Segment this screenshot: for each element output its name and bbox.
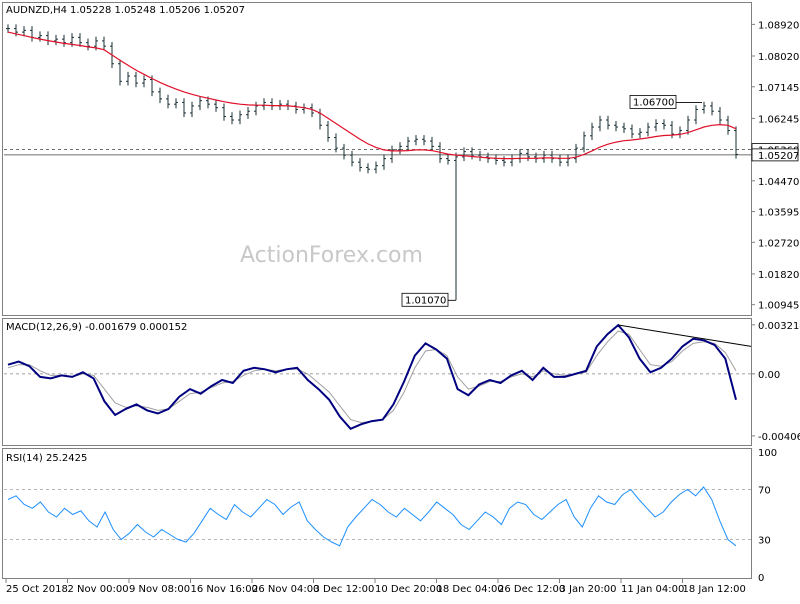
time-axis-label: 25 Oct 2018 (6, 584, 68, 595)
macd-axis-label: -0.004069 (758, 432, 800, 443)
high-annotation-label: 1.06700 (633, 97, 674, 108)
macd-trendline (618, 324, 752, 347)
rsi-layer (4, 486, 751, 547)
symbol-label: AUDNZD,H4 (6, 5, 67, 16)
moving-average-line (7, 31, 737, 160)
macd-panel-frame (2, 318, 752, 446)
rsi-axis-label: 30 (758, 536, 771, 547)
time-axis-label: 9 Nov 08:00 (129, 584, 190, 595)
rsi-axis-label: 70 (758, 486, 771, 497)
time-axis-label: 26 Nov 04:00 (252, 584, 319, 595)
macd-line (7, 323, 737, 431)
watermark: ActionForex.com (240, 243, 423, 268)
price-axis-label: 1.07145 (758, 83, 799, 94)
price-axis-label: 1.01820 (758, 270, 799, 281)
time-axis-label: 18 Dec 04:00 (437, 584, 504, 595)
time-axis-label: 10 Dec 20:00 (375, 584, 442, 595)
low-annotation-label: 1.01070 (405, 295, 446, 306)
axis-layer: 1.089201.080201.071451.062451.053601.052… (5, 20, 800, 595)
price-axis-label: 1.04470 (758, 177, 799, 188)
price-level-tag (751, 148, 799, 162)
price-axis-label: 1.02720 (758, 238, 799, 249)
time-axis-label: 2 Nov 00:00 (68, 584, 129, 595)
macd-layer (4, 323, 752, 431)
price-axis-label: 1.03595 (758, 208, 799, 219)
price-panel-frame (2, 2, 752, 316)
macd-axis-label: 0.003214 (758, 321, 800, 332)
time-axis-label: 18 Jan 12:00 (683, 584, 746, 595)
macd-signal-line (7, 330, 737, 424)
rsi-axis-label: 0 (758, 573, 764, 584)
price-axis-label: 1.06245 (758, 114, 799, 125)
macd-axis-label: 0.00 (758, 370, 780, 381)
time-axis-label: 3 Dec 12:00 (314, 584, 375, 595)
time-axis-label: 16 Nov 16:00 (191, 584, 258, 595)
rsi-line (7, 486, 737, 547)
low-annotation-box (401, 292, 449, 307)
price-axis-label: 1.05207 (758, 151, 799, 162)
time-axis-label: 11 Jan 04:00 (621, 584, 684, 595)
time-axis-label: 26 Dec 12:00 (498, 584, 565, 595)
high-annotation-box (629, 95, 677, 109)
rsi-axis-label: 100 (758, 448, 777, 459)
time-axis-label: 3 Jan 20:00 (560, 584, 617, 595)
price-layer: 1.06700 1.01070 (4, 24, 751, 307)
rsi-title: RSI(14) 25.2425 (6, 453, 87, 464)
ohlc-label: 1.05228 1.05248 1.05206 1.05207 (70, 5, 245, 16)
rsi-panel-frame (2, 448, 752, 579)
macd-title: MACD(12,26,9) -0.001679 0.000152 (6, 322, 187, 333)
price-axis-label: 1.00945 (758, 301, 799, 312)
price-axis-label: 1.08920 (758, 20, 799, 31)
price-axis-label: 1.08020 (758, 52, 799, 63)
